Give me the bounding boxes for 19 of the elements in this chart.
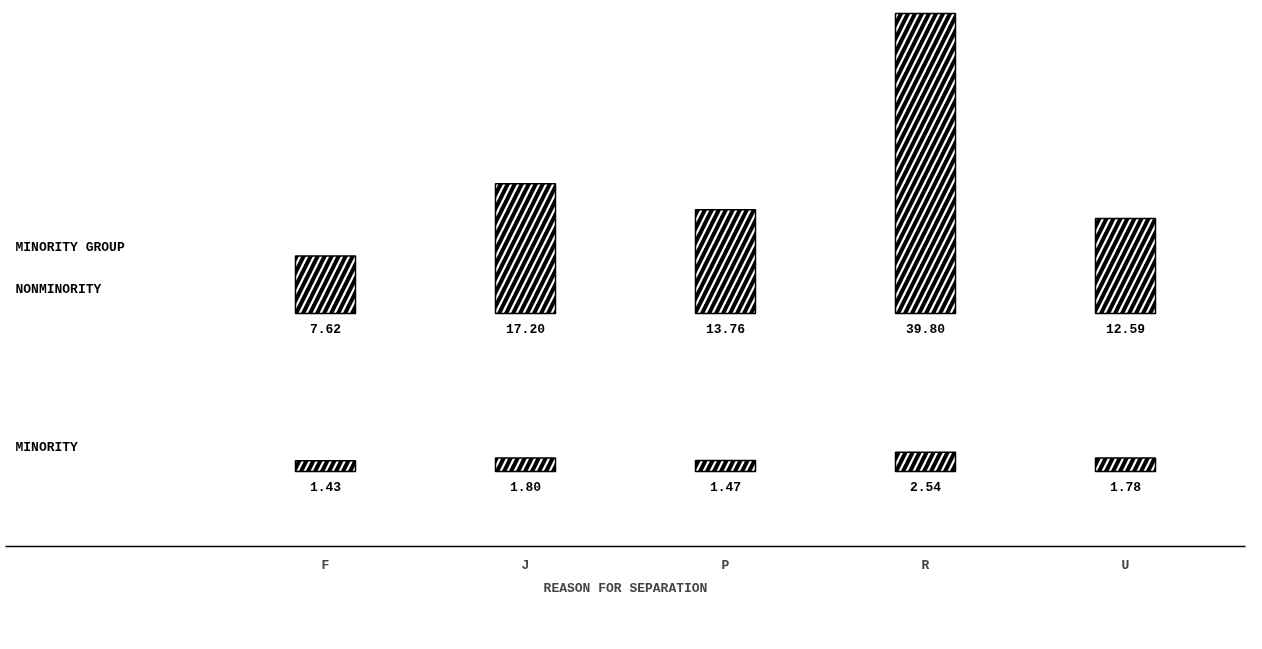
data-label: 1.43 [309, 479, 342, 495]
y-axis-title: MINORITY GROUP [15, 240, 125, 255]
data-label: 1.80 [509, 479, 542, 495]
data-label: 2.54 [909, 479, 942, 495]
data-label: 12.59 [1106, 321, 1146, 337]
data-label: 17.20 [506, 321, 546, 337]
x-tick-label: U [1121, 557, 1130, 573]
text: NONMINORITY [15, 282, 102, 297]
x-axis-title: REASON FOR SEPARATION [543, 580, 708, 596]
data-label: 1.78 [1109, 479, 1142, 495]
data-label: 39.80 [906, 321, 946, 337]
data-label: 1.47 [709, 479, 742, 495]
text: MINORITY [15, 440, 79, 455]
x-tick-label: F [321, 557, 330, 573]
data-label: 13.76 [706, 321, 746, 337]
x-tick-label: P [721, 557, 730, 573]
x-tick-label: R [921, 557, 930, 573]
data-label: 7.62 [309, 321, 342, 337]
x-tick-label: J [521, 557, 530, 573]
